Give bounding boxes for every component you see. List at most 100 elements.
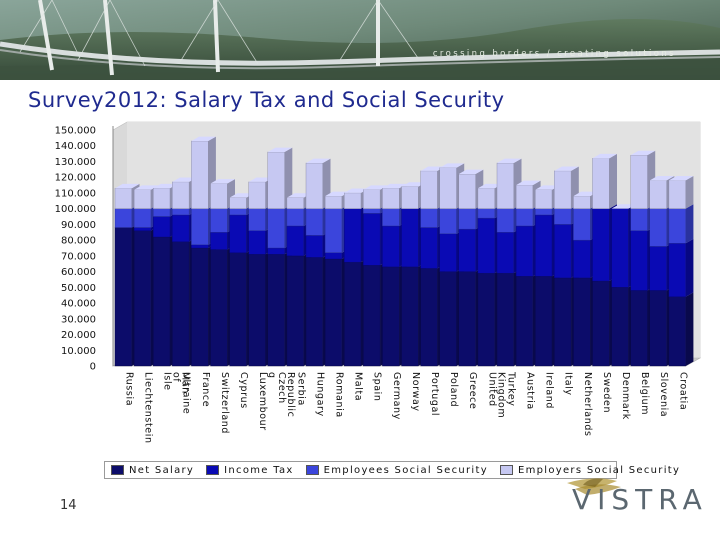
bar-side-employers-social-security	[609, 153, 618, 209]
bar-segment-employees-social-security	[191, 208, 209, 246]
bar-segment-income-tax	[267, 247, 285, 255]
bar-segment-employees-social-security	[573, 208, 591, 241]
x-tick-label: Germany	[391, 372, 402, 420]
bar-segment-employees-social-security	[649, 208, 667, 247]
bar-segment-employers-social-security	[592, 158, 610, 209]
x-tick-label: UnitedKingdom	[486, 372, 506, 418]
y-tick-label: 120.000	[55, 173, 96, 184]
bar-top	[248, 177, 274, 182]
x-tick-label: Ireland	[544, 372, 555, 409]
bar-segment-employees-social-security	[496, 208, 515, 233]
bar-segment-employees-social-security	[420, 208, 438, 228]
bar-segment-employers-social-security	[286, 197, 304, 209]
bar-segment-employers-social-security	[305, 162, 324, 209]
bar-segment-income-tax	[439, 233, 457, 272]
y-tick-label: 30.000	[61, 314, 96, 325]
bar-segment-net-salary	[248, 254, 266, 367]
logo-wordmark: VISTRA	[572, 483, 708, 516]
bar-segment-employers-social-security	[363, 189, 381, 209]
bar-top	[573, 191, 598, 197]
bar-segment-employees-social-security	[286, 208, 304, 227]
bar-segment-net-salary	[649, 290, 667, 367]
x-tick-label: Liechtenstein	[143, 372, 154, 444]
bar-segment-employers-social-security	[344, 192, 362, 209]
y-tick-label: 100.000	[55, 204, 96, 215]
bar-top	[210, 179, 236, 184]
y-tick-label: 60.000	[61, 267, 96, 278]
bar-segment-employees-social-security	[210, 208, 228, 233]
bar-segment-net-salary	[382, 266, 400, 367]
x-tick-label: Netherlands	[582, 372, 593, 437]
bar-segment-employees-social-security	[324, 208, 343, 253]
bar-segment-net-salary	[363, 265, 381, 367]
bar-segment-income-tax	[152, 216, 171, 238]
bar-top	[153, 183, 178, 189]
bar-side-employers-social-security	[284, 147, 293, 209]
x-tick-label: IsleofMan	[162, 372, 191, 394]
bar-segment-income-tax	[458, 228, 476, 272]
legend-label: Income Tax	[224, 464, 294, 476]
bar-segment-income-tax	[515, 225, 534, 277]
x-tick-label: Slovenia	[658, 372, 669, 417]
bar-segment-employers-social-security	[210, 183, 228, 209]
bar-segment-employees-social-security	[535, 208, 553, 216]
bar-top	[668, 175, 694, 181]
x-tick-label: Belgium	[639, 372, 650, 415]
bar-segment-income-tax	[573, 239, 591, 279]
x-tick-label: Russia	[123, 372, 134, 406]
bar-segment-employees-social-security	[248, 208, 266, 231]
bar-top	[401, 182, 427, 187]
y-tick-label: 110.000	[55, 188, 96, 199]
bar-segment-employees-social-security	[668, 208, 686, 244]
y-tick-label: 70.000	[61, 251, 96, 262]
y-tick-label: 80.000	[61, 236, 96, 247]
x-tick-label: Turkey	[505, 371, 516, 407]
y-tick-label: 90.000	[61, 220, 96, 231]
logo-mark	[567, 478, 621, 495]
x-tick-label: Switzerland	[219, 372, 230, 434]
bar-top	[439, 163, 465, 168]
y-tick-label: 140.000	[55, 141, 96, 152]
x-tick-label: Denmark	[620, 372, 631, 420]
bar-segment-employees-social-security	[363, 208, 381, 214]
bar-segment-net-salary	[477, 272, 495, 367]
bar-segment-employers-social-security	[114, 188, 133, 209]
bar-top	[229, 193, 255, 198]
bar-top	[554, 166, 579, 171]
bar-top	[344, 188, 369, 193]
x-tick-label: Norway	[410, 372, 421, 412]
bar-top	[325, 191, 350, 197]
bar-segment-income-tax	[382, 225, 400, 268]
bar-segment-employees-social-security	[554, 208, 572, 225]
bar-top	[535, 185, 560, 190]
bar-segment-employees-social-security	[305, 208, 324, 236]
bar-top	[458, 169, 484, 175]
bridge-photo	[0, 0, 720, 80]
bar-segment-net-salary	[210, 249, 228, 367]
bar-segment-employers-social-security	[152, 188, 171, 209]
bar-top	[420, 166, 446, 171]
y-tick-label: 150.000	[55, 126, 96, 137]
bar-segment-net-salary	[191, 247, 209, 367]
bar-segment-net-salary	[630, 290, 648, 367]
x-tick-label: Hungary	[314, 372, 325, 417]
bar-top	[363, 185, 388, 190]
bar-top	[382, 183, 407, 189]
x-tick-label: Malta	[353, 372, 364, 401]
bar-top	[477, 183, 503, 189]
bar-segment-income-tax	[248, 230, 266, 255]
bar-segment-net-salary	[458, 271, 476, 367]
bar-segment-employers-social-security	[477, 188, 495, 209]
bar-segment-net-salary	[515, 276, 534, 367]
bar-segment-income-tax	[210, 232, 228, 250]
bar-segment-employers-social-security	[420, 170, 438, 209]
x-tick-label: Croatia	[677, 372, 688, 410]
bar-segment-income-tax	[592, 208, 610, 282]
bar-segment-employees-social-security	[114, 208, 133, 228]
bar-segment-employers-social-security	[401, 186, 419, 209]
bar-segment-net-salary	[554, 277, 572, 367]
x-tick-label: CzechRepublic	[276, 372, 296, 417]
bar-segment-net-salary	[152, 236, 171, 367]
legend-item: Employers Social Security	[499, 465, 680, 476]
bar-segment-net-salary	[114, 227, 133, 367]
